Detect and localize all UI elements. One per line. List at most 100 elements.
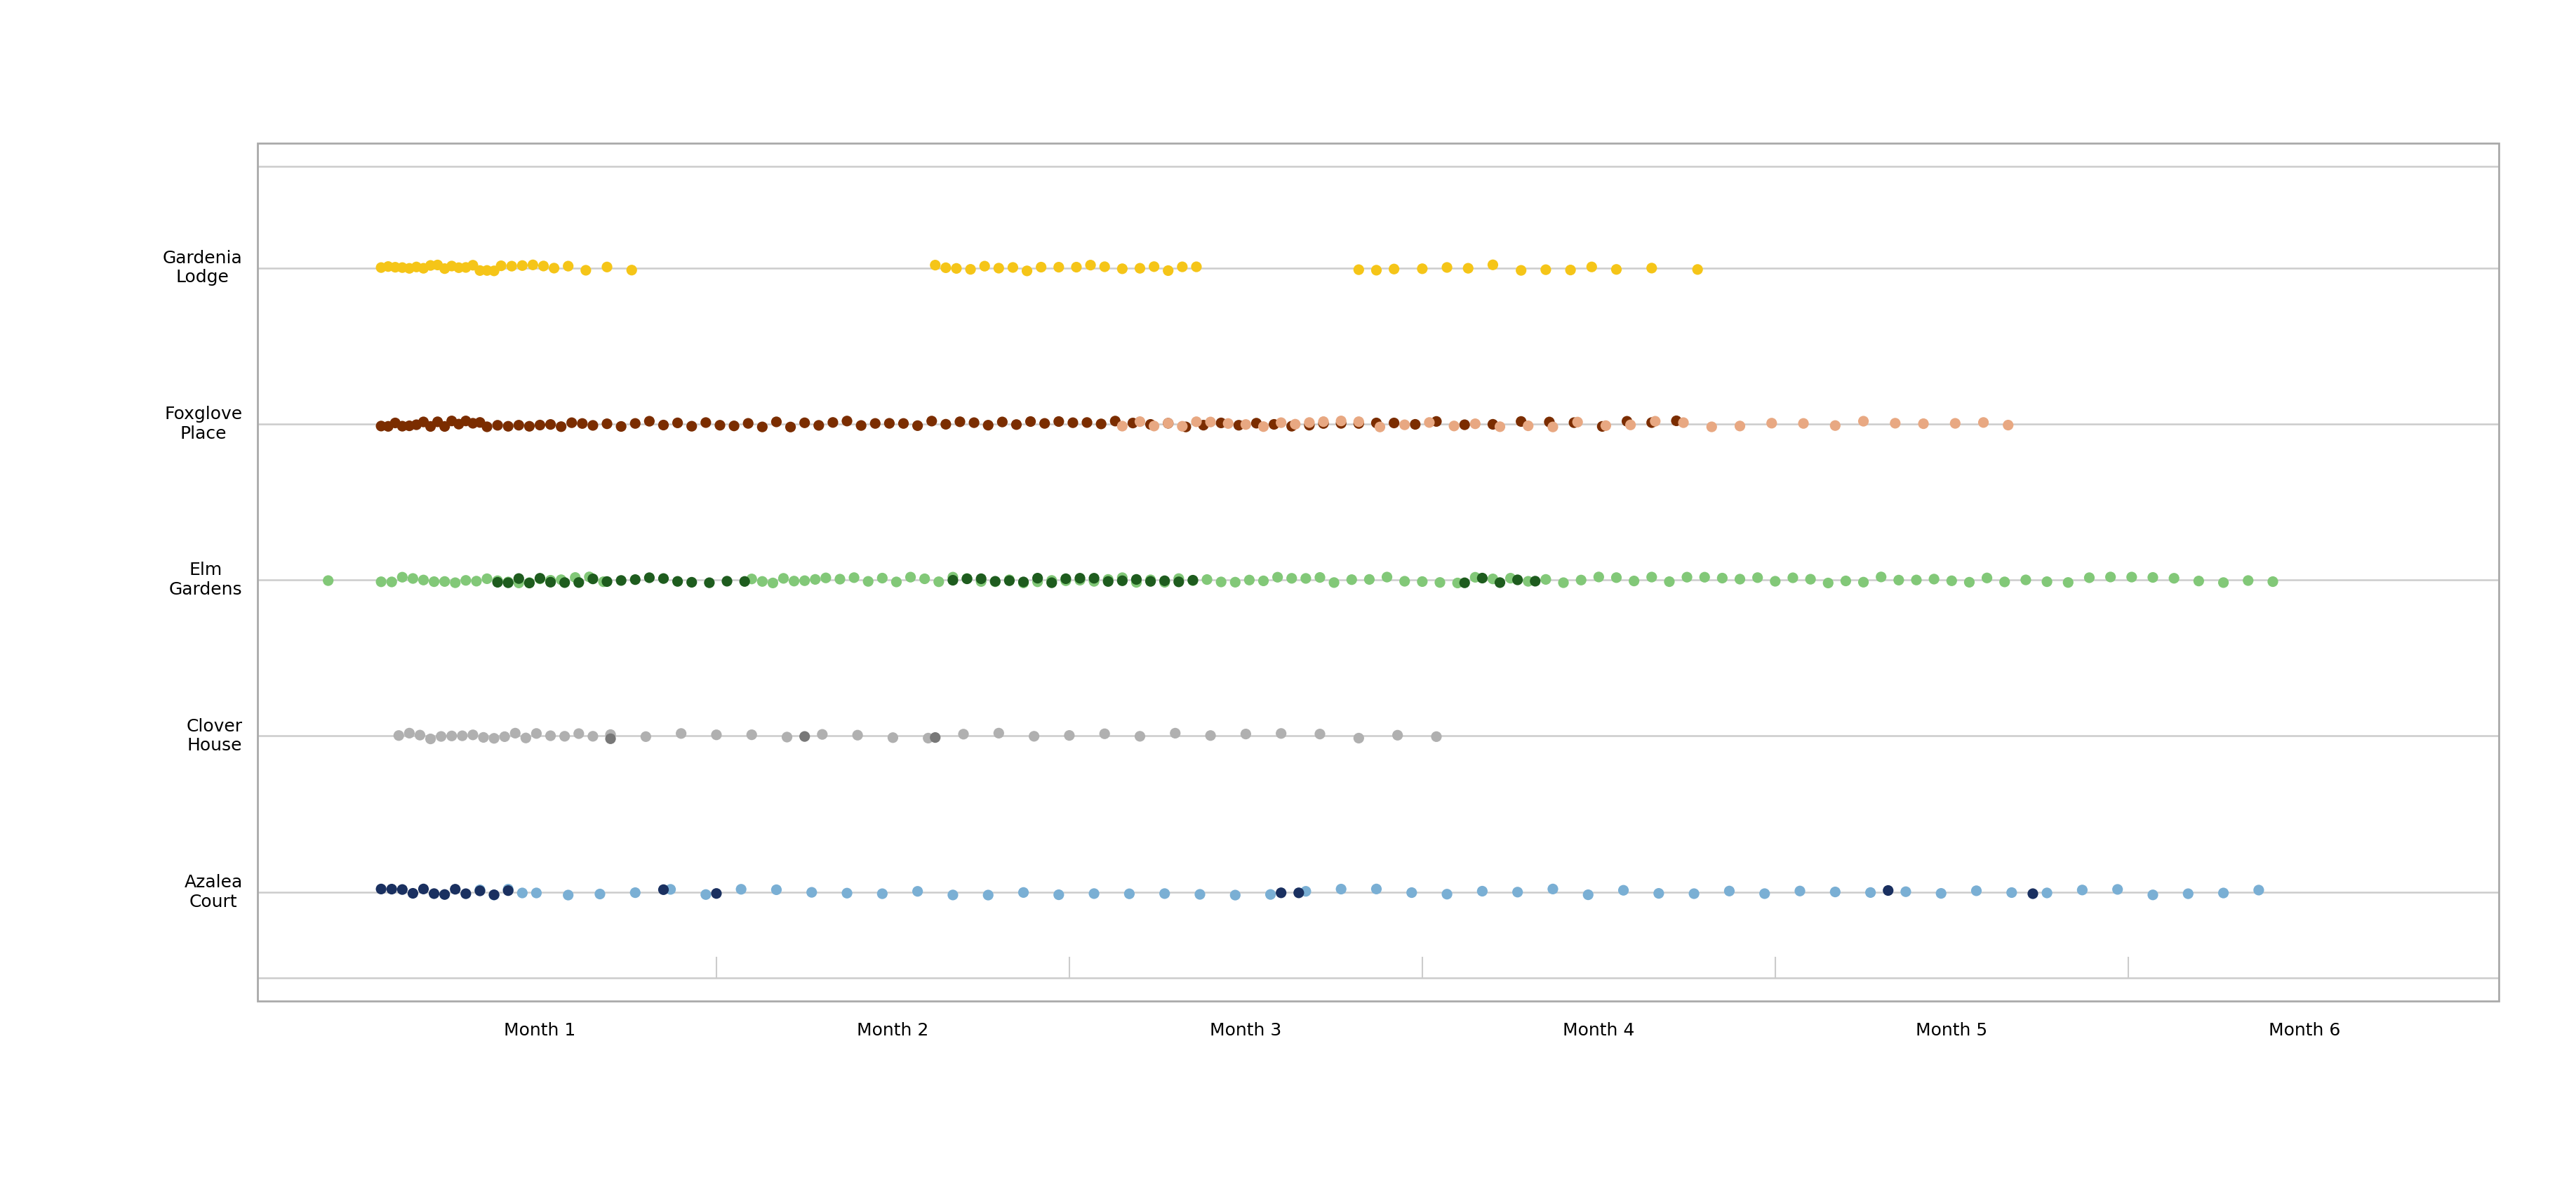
Point xyxy=(1507,572,1548,591)
Point xyxy=(1288,416,1329,435)
Point xyxy=(1260,724,1301,743)
Point xyxy=(361,572,402,591)
Point xyxy=(1337,728,1378,747)
Point xyxy=(1355,261,1396,280)
Point xyxy=(1613,571,1654,590)
Point xyxy=(1690,417,1731,436)
Point xyxy=(616,570,657,589)
Point xyxy=(1007,261,1048,280)
Point xyxy=(837,726,878,745)
Point xyxy=(564,261,605,280)
Point xyxy=(611,261,652,280)
Point xyxy=(1200,414,1242,433)
Point xyxy=(1533,417,1574,436)
Point xyxy=(1991,883,2032,902)
Point xyxy=(2027,883,2069,902)
Point xyxy=(1579,567,1620,586)
Point xyxy=(1144,572,1185,591)
Point xyxy=(2048,573,2089,592)
Point xyxy=(907,728,948,747)
Point xyxy=(1752,414,1793,433)
Point xyxy=(1569,886,1610,905)
Point xyxy=(1754,572,1795,591)
Point xyxy=(513,255,554,274)
Point xyxy=(1850,883,1891,902)
Point xyxy=(868,414,909,433)
Point xyxy=(1074,569,1115,588)
Point xyxy=(474,886,515,905)
Point xyxy=(361,880,402,899)
Point xyxy=(435,573,477,592)
Point xyxy=(1025,414,1066,433)
Point xyxy=(1200,572,1242,591)
Point xyxy=(1146,414,1188,433)
Point xyxy=(2179,571,2221,590)
Point xyxy=(1084,257,1126,277)
Point xyxy=(1002,573,1043,592)
Point xyxy=(580,884,621,904)
Point xyxy=(430,726,471,745)
Point xyxy=(1321,880,1363,899)
Point xyxy=(1718,570,1759,589)
Point xyxy=(1131,415,1172,434)
Point xyxy=(1103,569,1144,588)
Point xyxy=(474,261,515,280)
Point xyxy=(1904,414,1945,433)
Point xyxy=(453,255,495,274)
Point xyxy=(559,724,600,743)
Point xyxy=(381,880,422,899)
Point xyxy=(515,883,556,902)
Point xyxy=(371,572,412,591)
Point xyxy=(884,414,925,433)
Point xyxy=(706,572,747,591)
Point xyxy=(876,572,917,591)
Point xyxy=(644,880,685,899)
Point xyxy=(917,572,958,591)
Point xyxy=(487,417,528,436)
Point xyxy=(696,884,737,904)
Point xyxy=(1842,411,1883,430)
Point xyxy=(979,724,1020,743)
Point xyxy=(420,727,461,746)
Point xyxy=(1355,414,1396,433)
Point xyxy=(477,416,518,435)
Point xyxy=(1984,572,2025,591)
Point xyxy=(1896,571,1937,590)
Point xyxy=(425,884,466,904)
Point xyxy=(1337,260,1378,279)
Point xyxy=(1571,257,1613,277)
Point xyxy=(2069,569,2110,588)
Point xyxy=(945,569,987,588)
Point xyxy=(659,724,701,743)
Point xyxy=(1373,414,1414,433)
Point xyxy=(1499,261,1540,280)
Point xyxy=(1432,416,1473,435)
Point xyxy=(569,567,611,586)
Point xyxy=(551,414,592,433)
Point xyxy=(1144,571,1185,590)
Point xyxy=(1631,567,1672,586)
Point xyxy=(1497,882,1538,901)
Point xyxy=(896,882,938,901)
Point xyxy=(1489,569,1530,588)
Point xyxy=(1419,573,1461,592)
Point xyxy=(430,411,471,430)
Point xyxy=(531,571,572,590)
Point xyxy=(544,727,585,746)
Point xyxy=(1002,572,1043,591)
Point xyxy=(1154,724,1195,743)
Point xyxy=(873,728,914,747)
Point xyxy=(1772,569,1814,588)
Point xyxy=(1188,570,1229,589)
Point xyxy=(1965,569,2007,588)
Point xyxy=(582,572,623,591)
Point xyxy=(2166,884,2208,904)
Point xyxy=(520,569,562,588)
Point xyxy=(487,880,528,899)
Point xyxy=(935,259,976,278)
Point xyxy=(629,411,670,430)
Point xyxy=(840,416,881,435)
Point xyxy=(1103,416,1144,435)
Point xyxy=(1783,414,1824,433)
Point xyxy=(657,414,698,433)
